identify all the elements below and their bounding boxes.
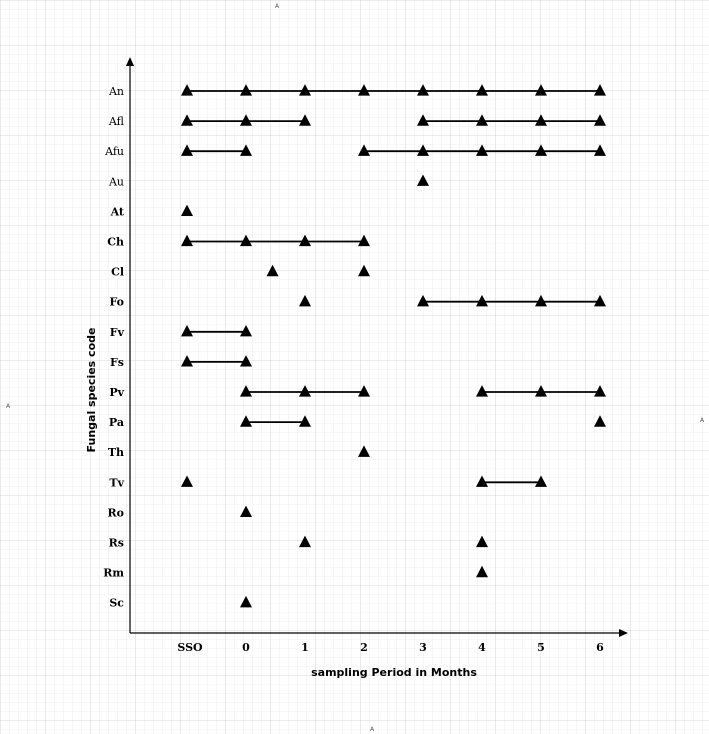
- marker-an-7: [594, 84, 606, 96]
- y-tick-label-an: An: [108, 85, 124, 98]
- y-tick-label-pa: Pa: [109, 416, 124, 429]
- marker-pv-0: [240, 385, 252, 397]
- marker-afl-5: [535, 114, 547, 126]
- y-tick-label-fv: Fv: [110, 326, 125, 339]
- marker-afl-1: [240, 114, 252, 126]
- y-tick-label-ro: Ro: [108, 506, 124, 519]
- marker-afu-6: [594, 144, 606, 156]
- x-tick-label-5: 5: [537, 641, 545, 654]
- page-mark-top: A: [275, 3, 280, 10]
- marker-afu-0: [181, 144, 193, 156]
- y-tick-label-fs: Fs: [110, 356, 124, 369]
- page-mark-right: A: [700, 417, 705, 424]
- marker-afl-3: [417, 114, 429, 126]
- marker-afl-6: [594, 114, 606, 126]
- axes: [126, 57, 628, 637]
- x-tick-label-4: 4: [478, 641, 486, 654]
- x-axis-arrow: [619, 629, 628, 637]
- marker-th-0: [358, 445, 370, 457]
- page-mark-left: A: [6, 403, 11, 410]
- y-tick-label-rs: Rs: [109, 537, 124, 550]
- y-tick-label-afu: Afu: [104, 145, 124, 158]
- marker-ch-1: [240, 234, 252, 247]
- y-tick-label-th: Th: [108, 446, 124, 459]
- y-tick-labels: An Afl Afu Au At Ch Cl Fo Fv Fs Pv Pa Th Tv Ro Rs Rm Sc: [103, 85, 125, 610]
- y-tick-label-pv: Pv: [109, 386, 124, 399]
- x-tick-label-1: 1: [301, 641, 309, 654]
- marker-fo-1: [417, 294, 429, 307]
- marker-pa-1: [299, 415, 311, 427]
- marker-ch-3: [358, 234, 370, 247]
- marker-pv-4: [535, 385, 547, 397]
- marker-afl-2: [299, 114, 311, 126]
- marker-pv-5: [594, 385, 606, 397]
- marker-at-0: [181, 204, 193, 217]
- marker-afu-2: [358, 144, 370, 156]
- x-tick-label-6: 6: [596, 641, 604, 654]
- marker-an-4: [417, 84, 429, 96]
- marker-an-6: [535, 84, 547, 96]
- marker-fo-2: [476, 294, 488, 307]
- marker-ch-0: [181, 234, 193, 247]
- marker-rm-0: [476, 565, 488, 578]
- marker-fs-1: [240, 355, 252, 367]
- marker-pv-1: [299, 385, 311, 397]
- y-tick-label-cl: Cl: [111, 266, 124, 279]
- y-tick-label-sc: Sc: [109, 597, 124, 610]
- marker-afl-4: [476, 114, 488, 126]
- marker-fs-0: [181, 355, 193, 367]
- marker-afu-3: [417, 144, 429, 156]
- marker-pa-2: [594, 415, 606, 427]
- marker-fo-3: [535, 294, 547, 307]
- y-tick-label-at: At: [110, 205, 125, 218]
- y-tick-label-au: Au: [108, 175, 124, 188]
- marker-pa-0: [240, 415, 252, 427]
- marker-cl-0: [266, 264, 279, 277]
- y-tick-label-ch: Ch: [107, 236, 124, 249]
- marker-fv-1: [240, 324, 252, 337]
- marker-fv-0: [181, 324, 193, 337]
- y-tick-label-fo: Fo: [109, 296, 124, 309]
- x-tick-label-sso: SSO: [177, 641, 203, 654]
- x-tick-label-2: 2: [360, 641, 368, 654]
- x-tick-label-3: 3: [419, 641, 427, 654]
- marker-pv-3: [476, 385, 488, 397]
- marker-afu-4: [476, 144, 488, 156]
- marker-rs-1: [476, 535, 488, 548]
- marker-rs-0: [299, 535, 311, 548]
- marker-afu-5: [535, 144, 547, 156]
- marker-tv-1: [476, 475, 488, 487]
- marker-tv-2: [535, 475, 547, 487]
- marker-an-3: [358, 84, 370, 96]
- y-tick-label-rm: Rm: [103, 567, 124, 580]
- x-tick-labels: SSO 0 1 2 3 4 5 6: [177, 641, 604, 654]
- marker-afl-0: [181, 114, 193, 126]
- series-markers: [181, 84, 606, 608]
- y-tick-label-tv: Tv: [109, 476, 124, 489]
- marker-ro-0: [240, 505, 252, 518]
- page-mark-bottom: A: [370, 726, 375, 733]
- marker-sc-0: [240, 595, 252, 608]
- marker-an-2: [299, 84, 311, 96]
- marker-cl-1: [358, 264, 370, 277]
- marker-ch-2: [299, 234, 311, 247]
- marker-an-5: [476, 84, 488, 96]
- marker-pv-2: [358, 385, 370, 397]
- marker-tv-0: [181, 475, 193, 487]
- marker-fo-4: [594, 294, 606, 307]
- y-axis-arrow: [126, 57, 134, 66]
- marker-fo-0: [299, 294, 311, 307]
- x-tick-label-0: 0: [242, 641, 250, 654]
- marker-an-0: [181, 84, 193, 96]
- marker-afu-1: [240, 144, 252, 156]
- y-tick-label-afl: Afl: [108, 115, 125, 128]
- y-axis-title: Fungal species code: [85, 328, 98, 453]
- x-axis-title: sampling Period in Months: [311, 666, 477, 679]
- marker-an-1: [240, 84, 252, 96]
- marker-au-0: [417, 174, 429, 186]
